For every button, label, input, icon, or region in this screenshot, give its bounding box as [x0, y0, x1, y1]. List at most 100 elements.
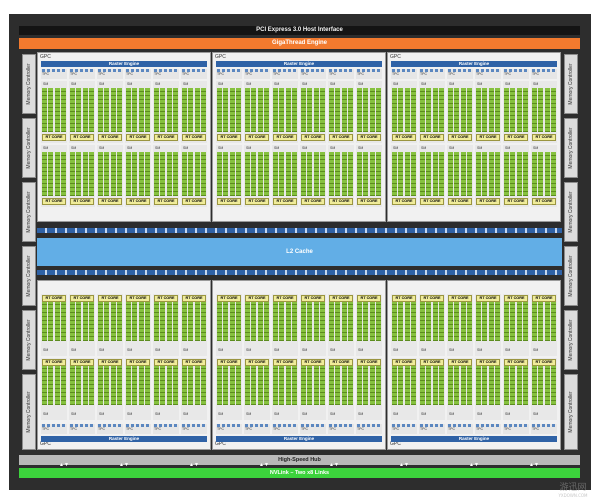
- cuda-core-column: [229, 88, 235, 132]
- cuda-core-column: [476, 361, 481, 405]
- polymorph-engines: [329, 69, 353, 72]
- sm-label: SM: [449, 348, 455, 352]
- cuda-core-column: [104, 297, 110, 341]
- polymorph-engines: [245, 69, 269, 72]
- sm-label: SM: [99, 82, 105, 86]
- memory-controller-label: Memory Controller: [26, 319, 32, 361]
- l2-interconnect-top: [37, 228, 562, 233]
- cuda-core-column: [369, 152, 375, 196]
- tpc-row: TPC TPC TPC TPC TPC TPC: [216, 69, 382, 79]
- streaming-multiprocessor: SM RT CORE: [97, 358, 123, 420]
- cuda-core-column: [116, 297, 122, 341]
- tpc-label: TPC: [420, 427, 427, 431]
- tpc-block: TPC: [391, 69, 417, 79]
- nvlink-bar: NVLink – Two x8 Links: [19, 468, 580, 478]
- cuda-core-column: [200, 152, 206, 196]
- polymorph-engines: [420, 69, 444, 72]
- cuda-cores: [329, 88, 353, 132]
- cuda-core-column: [245, 88, 250, 132]
- sm-label: SM: [533, 412, 539, 416]
- streaming-multiprocessor: SM RT CORE: [300, 294, 326, 356]
- gpc-top-1: GPC Raster Engine TPC TPC TPC TPC TPC TPC SM RT C…: [37, 52, 211, 222]
- sm-column: SM RT CORE SM RT CORE: [97, 81, 123, 209]
- rt-core: RT CORE: [329, 198, 353, 205]
- cuda-cores: [392, 297, 416, 341]
- sm-column: SM RT CORE SM RT CORE: [503, 81, 529, 209]
- cuda-core-column: [166, 297, 172, 341]
- gpc-bottom-1: GPC Raster Engine TPC TPC TPC TPC TPC TPC SM RT C…: [37, 280, 211, 450]
- cuda-core-column: [82, 88, 88, 132]
- cuda-core-column: [426, 152, 432, 196]
- cuda-core-column: [504, 297, 509, 341]
- streaming-multiprocessor: SM RT CORE: [503, 294, 529, 356]
- sm-label: SM: [218, 412, 224, 416]
- cuda-core-column: [263, 88, 269, 132]
- sm-row: SM RT CORE SM RT CORE SM RT CORE SM RT CORE SM RT…: [41, 81, 207, 209]
- cuda-core-column: [448, 297, 453, 341]
- rt-core: RT CORE: [448, 295, 472, 302]
- rt-core: RT CORE: [70, 359, 94, 366]
- cuda-cores: [357, 152, 381, 196]
- memory-controller-label: Memory Controller: [26, 255, 32, 297]
- streaming-multiprocessor: SM RT CORE: [475, 145, 501, 207]
- cuda-core-column: [420, 88, 425, 132]
- cuda-core-column: [42, 297, 47, 341]
- sm-label: SM: [421, 82, 427, 86]
- cuda-cores: [126, 297, 150, 341]
- streaming-multiprocessor: SM RT CORE: [125, 145, 151, 207]
- cuda-core-column: [88, 361, 94, 405]
- cuda-core-column: [291, 297, 297, 341]
- streaming-multiprocessor: SM RT CORE: [97, 81, 123, 143]
- sm-label: SM: [393, 348, 399, 352]
- cuda-cores: [301, 152, 325, 196]
- tpc-label: TPC: [182, 72, 189, 76]
- sm-label: SM: [477, 348, 483, 352]
- tpc-label: TPC: [98, 427, 105, 431]
- polymorph-engines: [504, 424, 528, 427]
- sm-label: SM: [127, 146, 133, 150]
- cuda-core-column: [420, 152, 425, 196]
- cuda-core-column: [98, 88, 103, 132]
- tpc-block: TPC: [356, 424, 382, 434]
- polymorph-engines: [420, 424, 444, 427]
- cuda-core-column: [257, 297, 263, 341]
- polymorph-engines: [532, 69, 556, 72]
- cuda-core-column: [510, 361, 516, 405]
- cuda-core-column: [488, 88, 494, 132]
- tpc-block: TPC: [391, 424, 417, 434]
- cuda-core-column: [375, 361, 381, 405]
- cuda-core-column: [460, 152, 466, 196]
- memory-controller-label: Memory Controller: [568, 191, 574, 233]
- streaming-multiprocessor: SM RT CORE: [475, 294, 501, 356]
- cuda-core-column: [301, 88, 306, 132]
- cuda-cores: [532, 152, 556, 196]
- cuda-core-column: [432, 152, 438, 196]
- cuda-cores: [245, 88, 269, 132]
- memory-controller-right-2: Memory Controller: [564, 118, 578, 178]
- streaming-multiprocessor: SM RT CORE: [356, 145, 382, 207]
- cuda-cores: [217, 361, 241, 405]
- tpc-block: TPC: [153, 69, 179, 79]
- tpc-label: TPC: [217, 72, 224, 76]
- cuda-core-column: [138, 152, 144, 196]
- cuda-core-column: [482, 361, 488, 405]
- streaming-multiprocessor: SM RT CORE: [447, 358, 473, 420]
- cuda-core-column: [404, 297, 410, 341]
- cuda-cores: [182, 297, 206, 341]
- polymorph-engines: [154, 69, 178, 72]
- gigathread-engine: GigaThread Engine: [19, 38, 580, 49]
- tpc-label: TPC: [273, 72, 280, 76]
- sm-row: SM RT CORE SM RT CORE SM RT CORE SM RT CORE SM RT…: [391, 81, 557, 209]
- cuda-cores: [154, 361, 178, 405]
- rt-core: RT CORE: [532, 198, 556, 205]
- cuda-core-column: [307, 88, 313, 132]
- rt-core: RT CORE: [42, 359, 66, 366]
- tpc-block: TPC: [97, 69, 123, 79]
- rt-core: RT CORE: [154, 295, 178, 302]
- sm-label: SM: [127, 412, 133, 416]
- streaming-multiprocessor: SM RT CORE: [300, 81, 326, 143]
- rt-core: RT CORE: [448, 198, 472, 205]
- cuda-core-column: [200, 88, 206, 132]
- cuda-core-column: [70, 297, 75, 341]
- memory-controller-right-3: Memory Controller: [564, 182, 578, 242]
